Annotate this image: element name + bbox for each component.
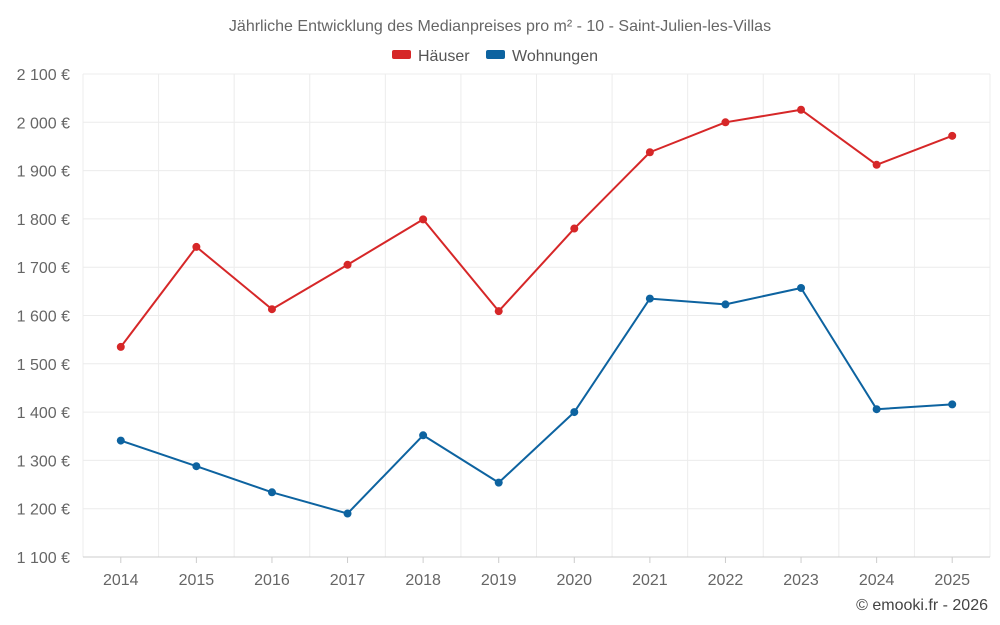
data-point-h-user[interactable] — [494, 307, 503, 316]
x-tick-label: 2017 — [330, 572, 366, 589]
x-tick-label: 2025 — [934, 572, 970, 589]
data-point-h-user[interactable] — [797, 105, 806, 114]
x-tick-label: 2019 — [481, 572, 517, 589]
data-point-h-user[interactable] — [570, 224, 579, 233]
legend: Häuser Wohnungen — [392, 48, 598, 65]
legend-swatch-wohnungen — [486, 50, 505, 59]
y-tick-label: 1 600 € — [17, 309, 70, 326]
data-point-h-user[interactable] — [192, 242, 201, 251]
data-point-wohnungen[interactable] — [797, 283, 806, 292]
data-point-wohnungen[interactable] — [494, 478, 503, 487]
credit-text: © emooki.fr - 2026 — [856, 597, 988, 614]
data-point-wohnungen[interactable] — [343, 509, 352, 518]
y-tick-label: 2 000 € — [17, 115, 70, 132]
x-tick-label: 2024 — [859, 572, 895, 589]
data-point-h-user[interactable] — [343, 260, 352, 269]
data-point-wohnungen[interactable] — [267, 488, 276, 497]
data-point-wohnungen[interactable] — [116, 436, 125, 445]
data-point-wohnungen[interactable] — [192, 462, 201, 471]
y-tick-label: 1 300 € — [17, 453, 70, 470]
x-tick-label: 2023 — [783, 572, 819, 589]
x-tick-label: 2015 — [179, 572, 215, 589]
x-tick-label: 2022 — [708, 572, 744, 589]
data-point-h-user[interactable] — [267, 305, 276, 314]
legend-swatch-h-user — [392, 50, 411, 59]
data-point-h-user[interactable] — [419, 215, 428, 224]
x-tick-label: 2021 — [632, 572, 668, 589]
y-tick-label: 1 500 € — [17, 357, 70, 374]
data-point-wohnungen[interactable] — [645, 294, 654, 303]
data-point-h-user[interactable] — [116, 342, 125, 351]
y-tick-label: 1 200 € — [17, 502, 70, 519]
y-tick-label: 1 100 € — [17, 550, 70, 567]
series-line-h-user — [119, 108, 953, 348]
data-point-wohnungen[interactable] — [872, 405, 881, 414]
series-line-wohnungen — [120, 286, 953, 515]
x-tick-label: 2020 — [556, 572, 592, 589]
data-point-wohnungen[interactable] — [419, 431, 428, 440]
y-tick-label: 1 900 € — [17, 164, 70, 181]
chart-title: Jährliche Entwicklung des Medianpreises … — [229, 18, 771, 35]
y-tick-label: 1 400 € — [17, 405, 70, 422]
x-tick-label: 2014 — [103, 572, 139, 589]
series — [116, 105, 957, 518]
axes: 1 100 € 1 200 € 1 300 € 1 400 € 1 500 € 1 600… — [17, 67, 990, 589]
legend-label-wohnungen[interactable]: Wohnungen — [512, 48, 598, 65]
data-point-h-user[interactable] — [645, 148, 654, 157]
legend-label-h-user[interactable]: Häuser — [418, 48, 470, 65]
y-tick-label: 1 800 € — [17, 212, 70, 229]
data-point-h-user[interactable] — [721, 118, 730, 127]
data-point-h-user[interactable] — [872, 160, 881, 169]
data-point-wohnungen[interactable] — [948, 400, 957, 409]
x-tick-label: 2018 — [405, 572, 441, 589]
grid — [82, 73, 991, 558]
data-point-h-user[interactable] — [948, 131, 957, 140]
y-tick-label: 1 700 € — [17, 260, 70, 277]
data-point-wohnungen[interactable] — [570, 408, 579, 417]
y-tick-label: 2 100 € — [17, 67, 70, 84]
x-tick-label: 2016 — [254, 572, 290, 589]
data-point-wohnungen[interactable] — [721, 300, 730, 309]
